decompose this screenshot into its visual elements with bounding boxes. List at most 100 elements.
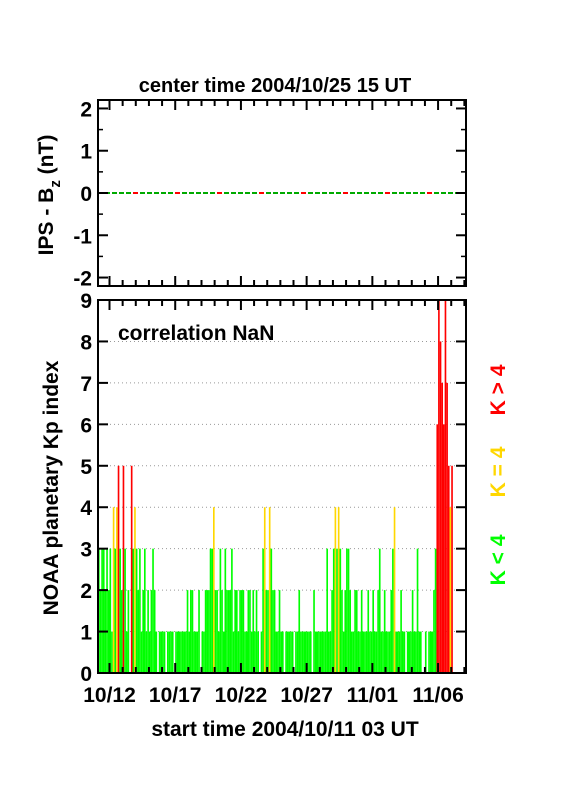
- kp-bar: [355, 590, 358, 673]
- kp-bar: [349, 590, 351, 673]
- top-y-axis-title: IPS - Bz (nT): [35, 135, 64, 256]
- kp-bar: [438, 300, 440, 673]
- bottom-y-tick-label: 3: [80, 539, 92, 562]
- top-panel-ticks: [98, 100, 466, 286]
- kp-bar: [447, 465, 450, 673]
- kp-bar: [415, 631, 417, 673]
- kp-bar: [125, 631, 128, 673]
- kp-bar: [121, 590, 123, 673]
- kp-bar: [127, 590, 130, 673]
- top-y-tick-label: -1: [73, 225, 92, 248]
- kp-bar: [201, 631, 204, 673]
- kp-bar: [424, 631, 427, 673]
- kp-bar: [314, 631, 317, 673]
- kp-bar: [132, 548, 135, 673]
- bottom-y-tick-label: 6: [80, 414, 92, 437]
- kp-bar: [323, 631, 325, 673]
- kp-bar: [385, 631, 388, 673]
- kp-bar: [242, 590, 245, 673]
- kp-bar: [364, 631, 366, 673]
- kp-bar: [267, 590, 269, 673]
- kp-bar: [191, 590, 194, 673]
- kp-bar: [160, 631, 163, 673]
- kp-bar: [290, 631, 292, 673]
- kp-bar: [346, 548, 348, 673]
- kp-bar: [122, 465, 125, 673]
- kp-bar: [406, 631, 409, 673]
- kp-bar: [247, 590, 250, 673]
- kp-bar: [351, 631, 353, 673]
- bottom-x-tick-label: 10/17: [149, 684, 202, 707]
- kp-bar: [152, 548, 154, 673]
- kp-bar: [357, 631, 360, 673]
- kp-bar: [319, 631, 322, 673]
- svg-text:IPS - Bz (nT): IPS - Bz (nT): [35, 135, 64, 256]
- kp-bar: [439, 341, 442, 673]
- kp-bar: [167, 631, 169, 673]
- kp-bar: [185, 631, 187, 673]
- kp-bar: [193, 631, 195, 673]
- kp-bar: [181, 631, 184, 673]
- kp-bar: [383, 590, 386, 673]
- kp-bar: [341, 590, 343, 673]
- kp-bar: [433, 590, 435, 673]
- kp-bar: [429, 631, 432, 673]
- kp-bar: [144, 548, 146, 673]
- kp-bar: [245, 631, 248, 673]
- kp-bar: [305, 631, 307, 673]
- kp-bar: [272, 590, 274, 673]
- kp-bar: [365, 631, 368, 673]
- kp-bar: [377, 590, 379, 673]
- kp-bar: [390, 590, 393, 673]
- kp-bar: [329, 631, 332, 673]
- kp-bar: [171, 631, 174, 673]
- kp-bar: [300, 631, 302, 673]
- bottom-panel-ticks: [98, 299, 466, 674]
- kp-bar: [227, 590, 230, 673]
- kp-bar: [234, 590, 236, 673]
- top-panel-title: center time 2004/10/25 15 UT: [139, 75, 411, 97]
- kp-bar: [309, 631, 312, 673]
- kp-bar: [336, 548, 338, 673]
- kp-bar: [313, 590, 315, 673]
- kp-bar: [295, 631, 297, 673]
- kp-bar: [198, 590, 200, 673]
- kp-bar: [369, 631, 371, 673]
- kp-bar: [268, 507, 271, 673]
- kp-bar: [155, 631, 158, 673]
- kp-bar: [444, 300, 447, 673]
- kp-bar: [413, 631, 416, 673]
- kp-bar: [145, 631, 148, 673]
- kp-bar: [130, 465, 133, 673]
- kp-bar: [124, 548, 126, 673]
- kp-bar: [306, 631, 309, 673]
- kp-bar: [239, 590, 241, 673]
- kp-bar: [344, 590, 347, 673]
- kp-bar: [137, 590, 140, 673]
- kp-bar: [236, 590, 238, 673]
- bottom-x-axis-title: start time 2004/10/11 03 UT: [151, 718, 419, 741]
- kp-bar: [183, 631, 186, 673]
- kp-bar: [416, 548, 419, 673]
- kp-bar: [194, 631, 197, 673]
- kp-bar: [109, 548, 112, 673]
- kp-bar: [277, 631, 279, 673]
- kp-bar: [342, 631, 345, 673]
- kp-bar: [186, 590, 189, 673]
- kp-bar: [114, 548, 117, 673]
- bottom-y-axis-title: NOAA planetary Kp index: [40, 360, 63, 615]
- bottom-y-tick-label: 9: [80, 290, 92, 313]
- kp-bar: [257, 631, 259, 673]
- correlation-annotation: correlation NaN: [118, 322, 274, 345]
- top-y-tick-label: 2: [80, 98, 92, 121]
- kp-bar: [101, 548, 103, 673]
- kp-bar: [244, 631, 246, 673]
- bottom-y-tick-label: 0: [80, 663, 92, 686]
- kp-bar: [388, 631, 391, 673]
- kp-bar: [428, 631, 430, 673]
- kp-bar: [153, 590, 156, 673]
- kp-bar: [316, 631, 319, 673]
- kp-bar: [221, 590, 223, 673]
- top-y-tick-label: 0: [80, 183, 92, 206]
